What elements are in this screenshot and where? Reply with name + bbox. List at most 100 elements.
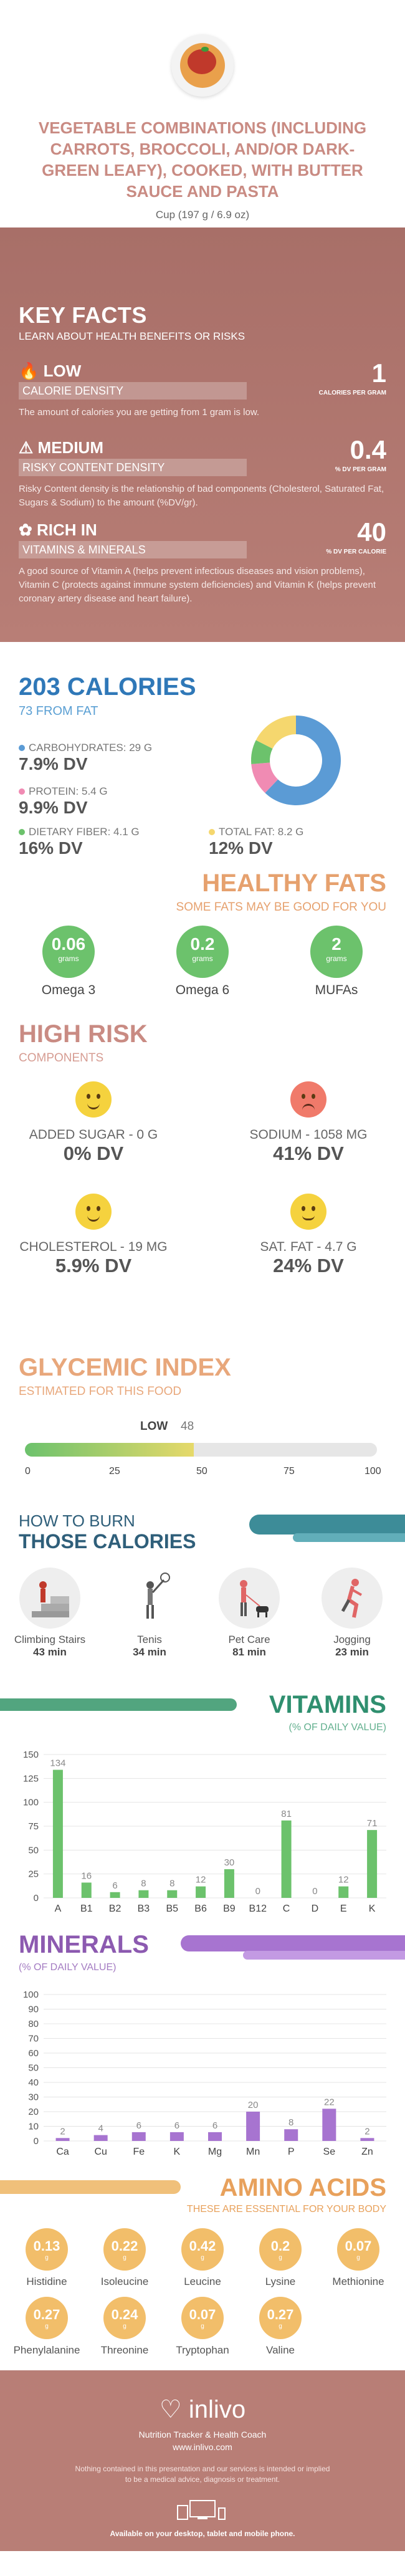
- serving-size: Cup (197 g / 6.9 oz): [155, 209, 250, 221]
- dot-icon: [19, 745, 25, 751]
- tagline: Nutrition Tracker & Health Coach: [138, 2430, 267, 2440]
- bar: [281, 1820, 292, 1898]
- key-facts-section: KEY FACTS LEARN ABOUT HEALTH BENEFITS OR…: [0, 227, 405, 642]
- amino-unit: g: [45, 2323, 49, 2330]
- donut-slice: [255, 716, 296, 749]
- bar: [131, 2132, 146, 2141]
- x-tick-label: B5: [166, 1903, 178, 1914]
- y-tick-label: 0: [34, 2136, 39, 2147]
- bar: [224, 1869, 234, 1898]
- decor-band: [181, 1935, 405, 1951]
- fat-name: MUFAs: [315, 983, 358, 997]
- healthy-fats-subtitle: SOME FATS MAY BE GOOD FOR YOU: [176, 901, 386, 914]
- heart-logo-icon: ♡: [159, 2396, 182, 2423]
- nutrient-label: CARBOHYDRATES: 29 g: [29, 742, 153, 754]
- x-tick-label: C: [283, 1903, 290, 1914]
- bar: [110, 1892, 120, 1898]
- x-tick-label: B6: [194, 1903, 207, 1914]
- x-tick-label: Mn: [246, 2147, 260, 2157]
- fact-unit: % DV PER GRAM: [335, 466, 386, 473]
- bar: [167, 1890, 178, 1898]
- calories-section: 203 CALORIES 73 FROM FAT CARBOHYDRATES: …: [0, 642, 405, 863]
- glycemic-tick: 100: [364, 1466, 381, 1477]
- dot-icon: [209, 829, 215, 835]
- activity-minutes: 43 min: [33, 1646, 67, 1658]
- activity-jogging: Jogging 23 min: [308, 1568, 396, 1659]
- decor-band: [293, 1533, 405, 1542]
- decor-band: [243, 1951, 405, 1960]
- data-label: 20: [248, 2100, 259, 2110]
- food-title: VEGETABLE COMBINATIONS (INCLUDING CARROT…: [38, 118, 367, 201]
- risk-sat-fat: SAT. FAT - 4.7 g 24% DV: [227, 1194, 389, 1277]
- x-tick-label: A: [55, 1903, 62, 1914]
- data-label: 134: [50, 1758, 65, 1769]
- y-tick-label: 10: [28, 2122, 39, 2132]
- healthy-fats-section: HEALTHY FATS SOME FATS MAY BE GOOD FOR Y…: [0, 863, 405, 1013]
- bar: [81, 1882, 92, 1898]
- x-tick-label: B9: [223, 1903, 236, 1914]
- happy-face-icon: [75, 1081, 112, 1118]
- activity-name: Climbing Stairs: [14, 1634, 86, 1645]
- macronutrient-donut-chart: [251, 716, 341, 805]
- y-tick-label: 30: [28, 2092, 39, 2103]
- data-label: 12: [196, 1875, 206, 1885]
- glycemic-bar: [25, 1443, 377, 1457]
- bar: [93, 2135, 108, 2141]
- data-label: 6: [112, 1880, 117, 1891]
- amino-unit: g: [279, 2254, 282, 2261]
- bar: [52, 1769, 63, 1898]
- data-label: 6: [174, 2120, 179, 2131]
- nutrient-fat: TOTAL FAT: 8.2 g 12% DV: [209, 826, 396, 858]
- amino-value: 0.27: [267, 2307, 294, 2322]
- y-tick-label: 70: [28, 2034, 39, 2044]
- fact-level: LOW: [43, 362, 82, 380]
- fat-name: Omega 3: [41, 983, 96, 997]
- donut-slice: [251, 762, 279, 793]
- fat-circle: 0.06 grams: [42, 926, 95, 978]
- amino-acids-title: AMINO ACIDS: [219, 2174, 386, 2201]
- bar: [338, 1886, 349, 1898]
- fat-value: 0.06: [51, 934, 86, 954]
- data-label: 6: [136, 2120, 141, 2131]
- glycemic-title: GLYCEMIC INDEX: [19, 1354, 231, 1381]
- high-risk-subtitle: COMPONENTS: [19, 1051, 104, 1065]
- nutrient-label: DIETARY FIBER: 4.1 g: [29, 826, 140, 838]
- amino-name: Methionine: [332, 2276, 384, 2287]
- disclaimer: Nothing contained in this presentation a…: [75, 2464, 330, 2484]
- fat-unit: grams: [192, 954, 213, 963]
- warning-icon: ⚠: [19, 438, 34, 457]
- bar: [367, 1830, 378, 1898]
- amino-unit: g: [123, 2323, 126, 2330]
- minerals-bar-chart: 0 10 20 30 40 50 60 70 80 90 100 2 Ca 4 Cu 6 Fe 6 K 6 Mg 20 Mn…: [23, 1989, 386, 2157]
- stairs-icon: [19, 1568, 80, 1629]
- x-tick-label: Mg: [208, 2147, 222, 2157]
- data-label: 12: [338, 1875, 349, 1885]
- amino-isoleucine: 0.22 g Isoleucine: [87, 2228, 162, 2288]
- data-label: 8: [169, 1879, 174, 1889]
- amino-unit: g: [201, 2254, 204, 2261]
- minerals-subtitle: (% OF DAILY VALUE): [19, 1962, 117, 1973]
- y-tick-label: 150: [23, 1750, 39, 1760]
- glycemic-tick: 75: [284, 1466, 295, 1477]
- amino-histidine: 0.13 g Histidine: [9, 2228, 84, 2288]
- amino-name: Histidine: [26, 2276, 67, 2287]
- data-label: 6: [212, 2120, 217, 2131]
- calories-from-fat: 73 FROM FAT: [19, 704, 98, 718]
- high-risk-title: HIGH RISK: [19, 1020, 148, 1048]
- risk-label: ADDED SUGAR - 0 g: [29, 1128, 158, 1142]
- flame-icon: 🔥: [19, 362, 39, 380]
- amino-value: 0.13: [33, 2238, 60, 2254]
- fact-unit: CALORIES PER GRAM: [318, 390, 386, 396]
- amino-name: Tryptophan: [176, 2344, 229, 2356]
- y-tick-label: 75: [28, 1821, 39, 1832]
- nutrient-dv: 16% DV: [19, 838, 83, 858]
- dot-icon: [19, 788, 25, 795]
- happy-face-icon: [75, 1194, 112, 1230]
- amino-value: 0.24: [111, 2307, 138, 2322]
- fact-value: 1: [371, 358, 386, 388]
- website-link[interactable]: www.inlivo.com: [173, 2442, 232, 2452]
- fat-unit: grams: [58, 954, 79, 963]
- donut-slice: [265, 716, 341, 805]
- y-tick-label: 40: [28, 2077, 39, 2088]
- burn-title-1: HOW TO BURN: [19, 1511, 135, 1530]
